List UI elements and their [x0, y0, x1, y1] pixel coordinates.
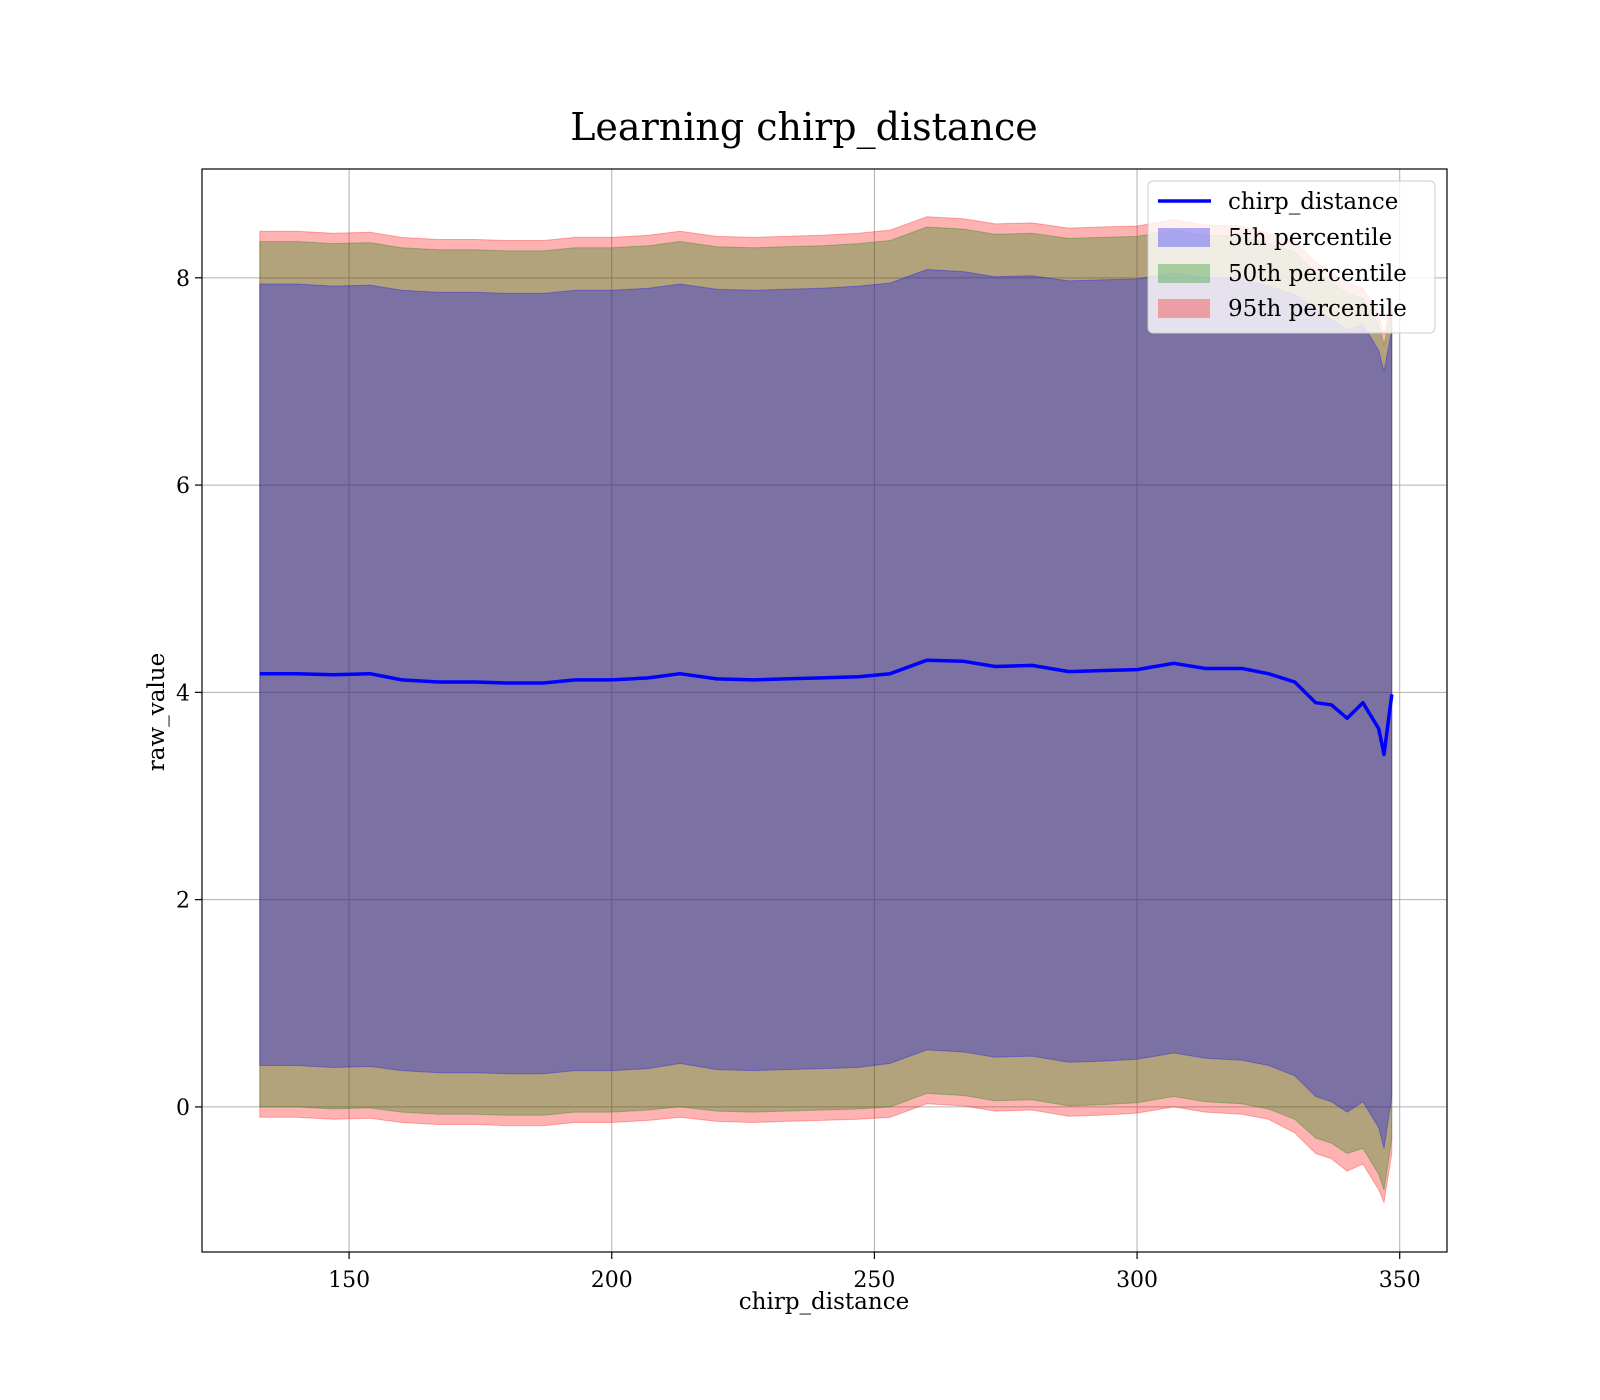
series-lines	[259, 658, 1394, 757]
x-tick-label: 300	[1116, 1268, 1158, 1293]
p5-band	[259, 268, 1393, 1149]
chirp-distance-line	[259, 658, 1394, 757]
chart-title: Learning chirp_distance	[570, 105, 1038, 150]
legend-swatch-p95	[1158, 299, 1210, 318]
y-axis-label: raw_value	[144, 653, 170, 771]
plot-background	[202, 169, 1447, 1252]
plot-area	[201, 168, 1448, 1253]
y-tick-label: 6	[176, 474, 190, 499]
legend-box	[1147, 180, 1436, 334]
percentile-bands	[259, 216, 1393, 1205]
x-axis-label: chirp_distance	[739, 1289, 909, 1315]
legend: chirp_distance 5th percentile 50th perce…	[1147, 180, 1436, 334]
p95-band	[259, 216, 1393, 1205]
plot-frame	[201, 168, 1448, 1253]
legend-swatch-p5	[1158, 228, 1210, 247]
x-tick-label: 150	[328, 1268, 370, 1293]
x-tick-label: 350	[1379, 1268, 1421, 1293]
legend-label-p50: 50th percentile	[1228, 261, 1407, 287]
y-axis: 0 2 4 6 8	[176, 267, 202, 1121]
y-tick-label: 2	[176, 889, 190, 914]
grid	[202, 169, 1447, 1252]
p50-band	[259, 226, 1393, 1190]
y-tick-label: 0	[176, 1096, 190, 1121]
y-tick-label: 4	[176, 681, 190, 706]
x-tick-label: 250	[853, 1268, 895, 1293]
legend-label-p5: 5th percentile	[1228, 225, 1392, 251]
x-tick-label: 200	[591, 1268, 633, 1293]
x-axis: 150 200 250 300 350	[328, 1252, 1421, 1293]
legend-label-p95: 95th percentile	[1228, 296, 1407, 322]
legend-swatch-p50	[1158, 264, 1210, 283]
legend-label-line: chirp_distance	[1228, 189, 1398, 215]
y-tick-label: 8	[176, 267, 190, 292]
